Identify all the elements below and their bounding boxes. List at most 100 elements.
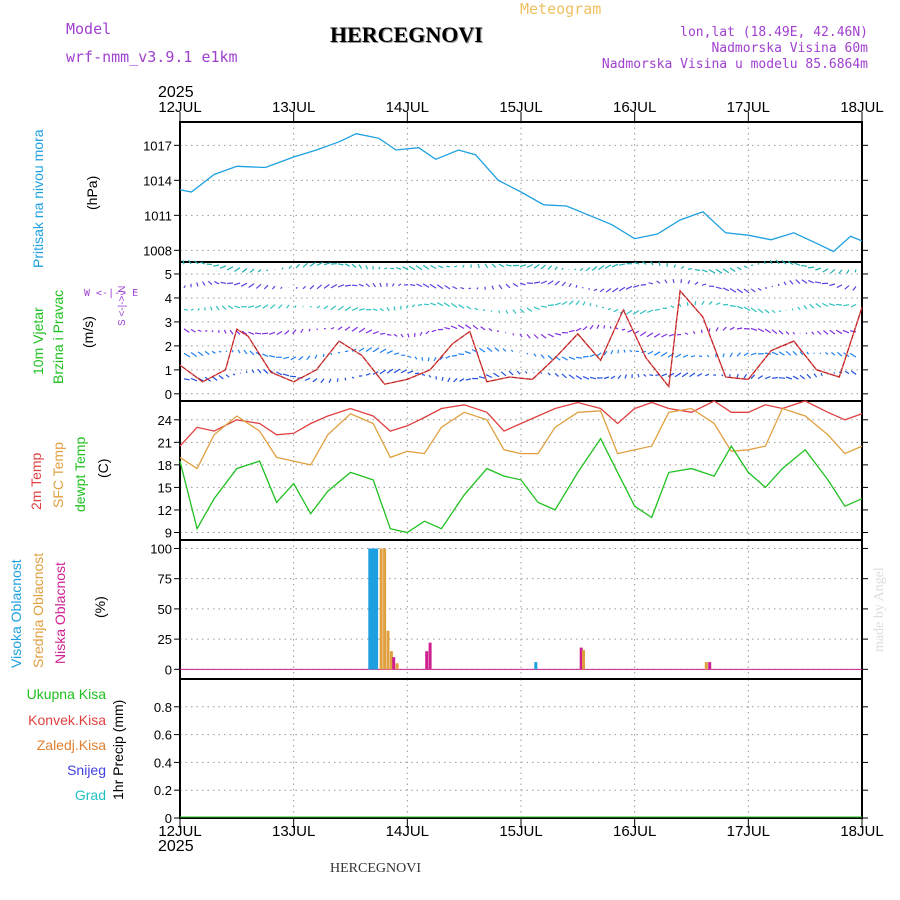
cloud-bar: [425, 651, 429, 670]
wind-arrow-row: [183, 347, 857, 362]
cloud-bar: [708, 662, 712, 670]
x-tick-label: 13JUL: [272, 99, 315, 116]
wind-arrow-row: [183, 368, 857, 384]
x-tick-label: 17JUL: [727, 99, 770, 116]
wind-gust-markers: [179, 289, 863, 388]
y-tick-label: 15: [158, 480, 172, 495]
y-tick-label: 1: [165, 363, 172, 378]
cloud-bar: [386, 630, 390, 670]
x-tick-label: 13JUL: [272, 823, 315, 840]
x-tick-label: 17JUL: [727, 823, 770, 840]
x-tick-label: 18JUL: [840, 99, 883, 116]
y-tick-label: 4: [165, 291, 172, 306]
panel-frame: [179, 678, 863, 819]
x-tick-label: 18JUL: [840, 823, 883, 840]
y-tick-label: 50: [158, 602, 172, 617]
temp-ylabel-dewpt: dewpt Temp: [72, 436, 88, 512]
y-tick-label: 24: [158, 413, 172, 428]
precip-legend-hail: Grad: [74, 787, 106, 803]
precip-ylabel: 1hr Precip (mm): [110, 699, 126, 800]
y-tick-label: 9: [165, 525, 172, 540]
x-tick-label: 16JUL: [613, 823, 656, 840]
y-tick-label: 3: [165, 315, 172, 330]
precip-legend-conv: Konvek.Kisa: [28, 712, 106, 728]
cloud-bar: [370, 548, 374, 670]
wind-ylabel-2: Brzina i Pravac: [50, 289, 66, 384]
temp-ylabel-sfc: SFC Temp: [50, 442, 66, 508]
cloud-bar: [368, 548, 372, 670]
cloud-bar: [582, 650, 585, 670]
x-tick-label: 15JUL: [499, 99, 542, 116]
temp-unit: (C): [95, 458, 111, 478]
wind-compass-h: W <-|-> E: [84, 288, 139, 299]
precip-legend-snow: Snijeg: [67, 762, 106, 778]
x-tick-label: 12JUL: [158, 823, 201, 840]
cloud-ylabel-mid: Srednja Oblacnost: [30, 552, 46, 668]
cloud-bar: [534, 662, 538, 670]
footer-title: HERCEGNOVI: [330, 861, 421, 876]
cloud-bar: [392, 657, 396, 670]
temp-2m-line: [179, 400, 863, 447]
y-tick-label: 2: [165, 339, 172, 354]
cloud-bar: [428, 642, 432, 670]
model-value: wrf-nmm_v3.9.1 e1km: [66, 48, 238, 66]
coords-label: lon,lat (18.49E, 42.46N): [680, 25, 868, 40]
panel-frame: [179, 539, 863, 680]
temp-ylabel-2m: 2m Temp: [28, 452, 44, 510]
y-tick-label: 0.8: [154, 700, 172, 715]
page-title: HERCEGNOVI: [330, 22, 483, 47]
y-tick-label: 100: [150, 541, 172, 556]
y-tick-label: 0: [165, 811, 172, 826]
y-tick-label: 1017: [143, 138, 172, 153]
y-tick-label: 18: [158, 458, 172, 473]
pressure-ylabel: Pritisak na nivou mora: [30, 129, 46, 268]
y-tick-label: 12: [158, 503, 172, 518]
temp-dewpt-line: [179, 437, 863, 534]
y-tick-label: 1014: [143, 173, 172, 188]
temp-sfc-line: [179, 407, 863, 470]
precip-legend-frz: Zaledj.Kisa: [36, 737, 106, 753]
cloud-ylabel-high: Visoka Oblacnost: [8, 559, 24, 668]
cloud-bar: [389, 651, 393, 670]
cloud-bar: [395, 663, 399, 670]
x-tick-label: 16JUL: [613, 99, 656, 116]
cloud-bar: [372, 548, 376, 670]
watermark: made by Angel: [872, 567, 887, 652]
pressure-unit: (hPa): [84, 175, 100, 210]
cloud-ylabel-low: Niska Oblacnost: [52, 562, 68, 664]
x-tick-label: 14JUL: [386, 99, 429, 116]
wind-arrow-row: [183, 324, 857, 339]
year-top: 2025: [158, 84, 194, 101]
cloud-unit: (%): [92, 596, 108, 618]
precip-legend-total: Ukupna Kisa: [26, 686, 106, 702]
y-tick-label: 1008: [143, 243, 172, 258]
cloud-bar: [704, 662, 708, 670]
y-tick-label: 0.2: [154, 783, 172, 798]
y-tick-label: 75: [158, 572, 172, 587]
y-tick-label: 25: [158, 632, 172, 647]
y-tick-label: 0: [165, 387, 172, 402]
meteogram-label: Meteogram: [520, 0, 602, 18]
x-tick-label: 14JUL: [386, 823, 429, 840]
wind-arrow-row: [183, 300, 857, 315]
wind-ylabel-1: 10m Vjetar: [30, 307, 46, 375]
wind-arrow-row: [182, 259, 857, 275]
year-bottom: 2025: [158, 838, 194, 855]
wind-arrow-row: [183, 278, 857, 294]
model-elevation-label: Nadmorska Visina u modelu 85.6864m: [601, 57, 868, 72]
y-tick-label: 5: [165, 267, 172, 282]
pressure-line: [179, 133, 863, 253]
y-tick-label: 0.6: [154, 728, 172, 743]
y-tick-label: 0: [165, 662, 172, 677]
y-tick-label: 0.4: [154, 755, 172, 770]
elevation-label: Nadmorska Visina 60m: [711, 41, 868, 56]
x-tick-label: 15JUL: [499, 823, 542, 840]
cloud-bar: [375, 548, 379, 670]
x-tick-label: 12JUL: [158, 99, 201, 116]
cloud-bar: [383, 548, 387, 670]
y-tick-label: 1011: [144, 208, 172, 223]
wind-unit: (m/s): [80, 316, 96, 348]
panel-frame: [179, 400, 863, 541]
model-label: Model: [66, 20, 112, 38]
